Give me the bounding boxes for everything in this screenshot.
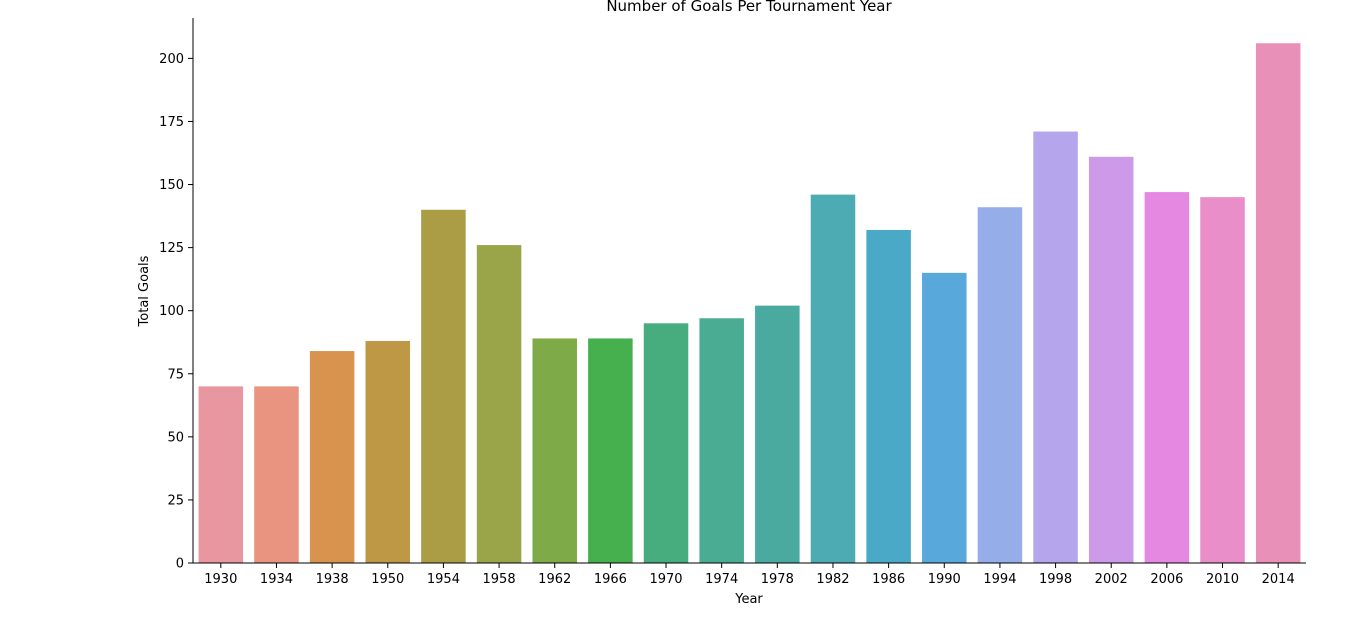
x-tick-label: 1958 — [483, 572, 516, 587]
y-tick-label: 175 — [159, 115, 184, 130]
x-tick-label: 2006 — [1150, 572, 1183, 587]
bar-1938 — [309, 351, 355, 563]
bar-1962 — [532, 338, 577, 563]
x-tick-label: 1974 — [705, 572, 738, 587]
bars-group — [198, 43, 1301, 564]
x-tick-label: 1954 — [427, 572, 460, 587]
x-tick-label: 1970 — [649, 572, 682, 587]
x-tick-label: 1962 — [538, 572, 571, 587]
bar-1934 — [254, 386, 299, 563]
bar-1982 — [810, 194, 856, 564]
x-tick-label: 2002 — [1095, 572, 1128, 587]
x-axis-label: Year — [734, 592, 763, 607]
bar-2002 — [1088, 156, 1134, 564]
x-tick-label: 1998 — [1039, 572, 1072, 587]
x-tick-label: 1938 — [316, 572, 349, 587]
x-tick-label: 1930 — [204, 572, 237, 587]
chart-title: Number of Goals Per Tournament Year — [606, 0, 892, 15]
bar-1950 — [365, 340, 411, 563]
bar-2010 — [1200, 197, 1245, 563]
x-tick-label: 1990 — [928, 572, 961, 587]
bar-1994 — [977, 207, 1023, 563]
y-tick-label: 75 — [167, 367, 184, 382]
bar-1986 — [866, 229, 911, 563]
bar-1990 — [922, 272, 967, 563]
bar-2014 — [1255, 43, 1301, 563]
x-tick-label: 1986 — [872, 572, 905, 587]
bar-1978 — [755, 305, 800, 563]
y-tick-label: 150 — [159, 178, 184, 193]
bar-1954 — [421, 209, 466, 563]
bar-1970 — [643, 323, 689, 563]
bar-1958 — [476, 245, 522, 564]
x-tick-label: 1966 — [594, 572, 627, 587]
x-tick-label: 1994 — [983, 572, 1016, 587]
y-tick-label: 25 — [167, 493, 184, 508]
y-tick-label: 200 — [159, 52, 184, 67]
bar-1998 — [1033, 131, 1078, 563]
x-tick-label: 1978 — [761, 572, 794, 587]
y-tick-label: 0 — [176, 557, 184, 572]
x-tick-label: 1950 — [371, 572, 404, 587]
x-axis-ticks: 1930 1934 1938 1950 1954 1958 1962 1966 1970 1974… — [204, 563, 1295, 587]
x-tick-label: 1982 — [816, 572, 849, 587]
bar-2006 — [1144, 192, 1190, 563]
x-tick-label: 2010 — [1206, 572, 1239, 587]
y-axis-label: Total Goals — [137, 255, 152, 327]
bar-1974 — [699, 318, 744, 563]
x-tick-label: 1934 — [260, 572, 293, 587]
bar-1966 — [588, 338, 633, 563]
bar-1930 — [198, 386, 244, 563]
y-tick-label: 100 — [159, 304, 184, 319]
y-axis-ticks: 0 25 50 75 100 125 150 175 200 — [159, 52, 193, 572]
x-tick-label: 2014 — [1262, 572, 1295, 587]
y-tick-label: 125 — [159, 241, 184, 256]
y-tick-label: 50 — [167, 430, 184, 445]
